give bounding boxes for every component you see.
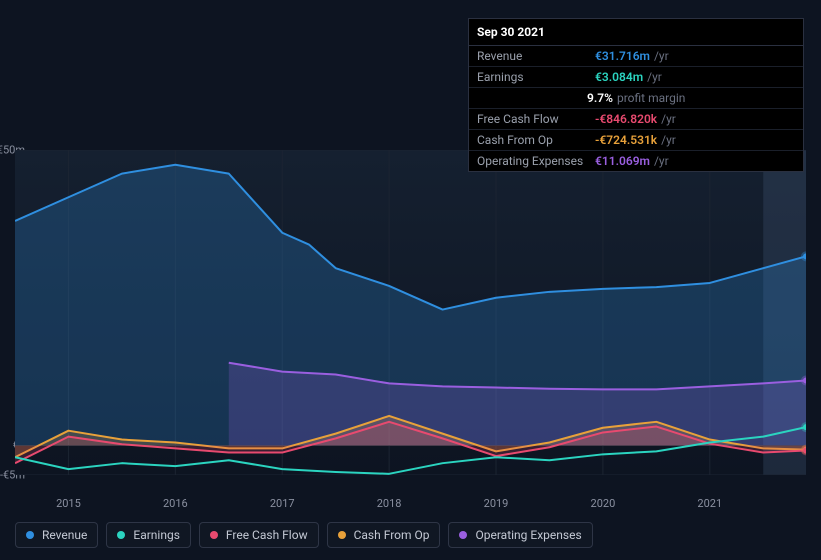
tooltip-row-suffix: /yr: [654, 154, 669, 168]
tooltip-row-suffix: /yr: [654, 49, 669, 63]
legend-dot-icon: [459, 531, 467, 539]
legend-item[interactable]: Cash From Op: [327, 522, 441, 548]
tooltip-row-label: Earnings: [477, 70, 595, 84]
financials-chart[interactable]: €50m€0-€5m 2015201620172018201920202021: [15, 150, 806, 495]
tooltip-row: Free Cash Flow-€846.820k/yr: [469, 109, 803, 130]
tooltip-row: Revenue€31.716m/yr: [469, 46, 803, 67]
tooltip-row-label: Cash From Op: [477, 133, 595, 147]
x-axis-label: 2018: [377, 497, 402, 510]
tooltip-row-label: Operating Expenses: [477, 154, 595, 168]
tooltip-row-value: -€724.531k: [595, 133, 657, 147]
tooltip-row-value: €31.716m: [595, 49, 650, 63]
tooltip-row-suffix: /yr: [661, 112, 676, 126]
legend-dot-icon: [210, 531, 218, 539]
tooltip-row: Operating Expenses€11.069m/yr: [469, 151, 803, 171]
chart-tooltip: Sep 30 2021 Revenue€31.716m/yrEarnings€3…: [468, 18, 804, 172]
legend-dot-icon: [117, 531, 125, 539]
legend-dot-icon: [26, 531, 34, 539]
x-axis-label: 2015: [56, 497, 81, 510]
x-axis-label: 2017: [270, 497, 295, 510]
legend-item[interactable]: Free Cash Flow: [199, 522, 319, 548]
tooltip-row: 9.7% profit margin: [469, 88, 803, 109]
tooltip-row-label: Revenue: [477, 49, 595, 63]
tooltip-row-suffix: profit margin: [617, 91, 685, 105]
chart-legend: Revenue Earnings Free Cash Flow Cash From O…: [15, 522, 593, 548]
legend-item[interactable]: Revenue: [15, 522, 98, 548]
legend-label: Revenue: [42, 528, 87, 542]
tooltip-row: Earnings€3.084m/yr: [469, 67, 803, 88]
x-axis-label: 2020: [591, 497, 616, 510]
tooltip-row-suffix: /yr: [647, 70, 662, 84]
tooltip-row: Cash From Op-€724.531k/yr: [469, 130, 803, 151]
legend-item[interactable]: Operating Expenses: [448, 522, 592, 548]
legend-label: Earnings: [133, 528, 180, 542]
tooltip-date: Sep 30 2021: [469, 19, 803, 46]
legend-label: Operating Expenses: [475, 528, 581, 542]
tooltip-row-value: 9.7%: [587, 91, 613, 105]
x-axis-label: 2019: [484, 497, 509, 510]
legend-label: Free Cash Flow: [226, 528, 308, 542]
tooltip-row-value: €11.069m: [595, 154, 650, 168]
tooltip-row-suffix: /yr: [661, 133, 676, 147]
x-axis-label: 2016: [163, 497, 188, 510]
tooltip-row-value: -€846.820k: [595, 112, 657, 126]
chart-plot-area: [15, 150, 806, 475]
legend-item[interactable]: Earnings: [106, 522, 191, 548]
tooltip-row-value: €3.084m: [595, 70, 643, 84]
legend-label: Cash From Op: [354, 528, 430, 542]
x-axis-label: 2021: [697, 497, 722, 510]
legend-dot-icon: [338, 531, 346, 539]
tooltip-row-label: Free Cash Flow: [477, 112, 595, 126]
